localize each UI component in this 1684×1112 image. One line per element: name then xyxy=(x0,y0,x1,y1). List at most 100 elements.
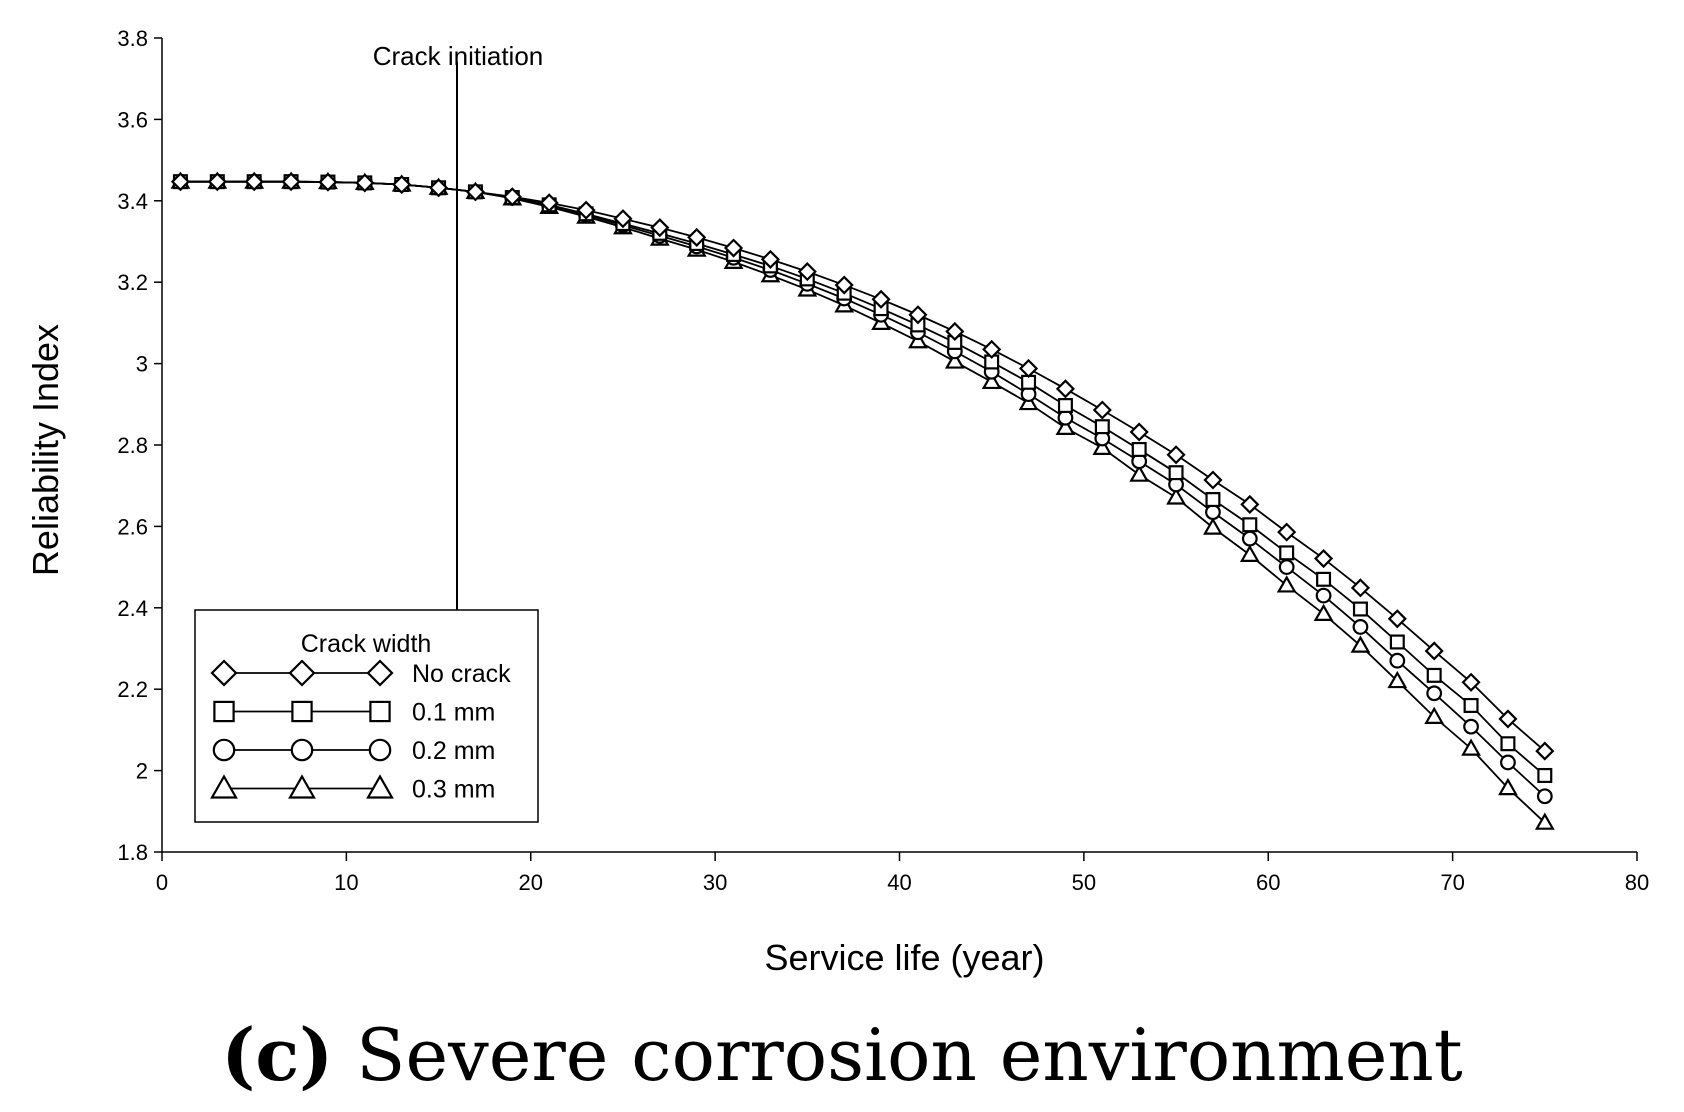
data-point xyxy=(1424,641,1444,661)
y-tick-label: 2.6 xyxy=(117,514,148,539)
data-point xyxy=(1240,494,1260,514)
legend-marker xyxy=(210,659,238,687)
y-axis: 1.8 2 2.2 2.4 2.6 2.8 3 3.2 3.4 3.6 3.8 xyxy=(117,26,162,865)
chart: 1.8 2 2.2 2.4 2.6 2.8 3 3.2 3.4 3.6 3.8 0 10 20 30 40 5… xyxy=(25,26,1649,978)
crack-initiation-label: Crack initiation xyxy=(373,41,544,71)
data-point xyxy=(1498,777,1518,796)
series-no-crack xyxy=(170,172,1555,761)
legend-marker xyxy=(369,700,391,723)
caption-text: Severe corrosion environment xyxy=(356,1013,1463,1097)
data-point xyxy=(392,174,412,195)
legend-label: 0.2 mm xyxy=(412,737,495,765)
y-tick-label: 1.8 xyxy=(117,840,148,865)
x-tick-label: 0 xyxy=(156,870,168,895)
x-tick-label: 80 xyxy=(1625,870,1649,895)
data-point xyxy=(281,172,301,192)
data-point xyxy=(981,371,1002,390)
data-point xyxy=(1277,522,1297,542)
data-point xyxy=(1500,754,1516,771)
data-point xyxy=(207,172,227,192)
y-tick-label: 2.2 xyxy=(117,677,148,702)
data-point xyxy=(1426,685,1443,702)
data-point xyxy=(945,321,965,342)
x-tick-label: 40 xyxy=(887,870,911,895)
data-point xyxy=(650,218,670,238)
data-point xyxy=(1205,504,1221,521)
legend-marker xyxy=(212,738,236,762)
data-point xyxy=(908,330,928,349)
data-point xyxy=(244,172,264,192)
data-point xyxy=(429,178,449,198)
y-tick-label: 2 xyxy=(136,759,148,784)
legend-items: No crack 0.1 mm 0.2 mm 0.3 mm xyxy=(210,659,511,804)
caption-letter: (c) xyxy=(221,1012,334,1097)
data-point xyxy=(760,249,780,269)
legend-marker xyxy=(366,774,394,799)
data-point xyxy=(1426,667,1442,683)
legend-label: 0.3 mm xyxy=(412,776,495,804)
data-point xyxy=(1168,465,1184,481)
data-point xyxy=(1057,398,1073,414)
data-point xyxy=(1316,571,1332,587)
data-point xyxy=(797,262,817,282)
data-point xyxy=(613,209,633,229)
data-point xyxy=(1242,517,1258,533)
data-point xyxy=(502,187,522,207)
legend-marker xyxy=(288,774,316,799)
data-point xyxy=(1055,417,1076,436)
x-tick-label: 60 xyxy=(1256,870,1280,895)
data-point xyxy=(1203,470,1223,490)
data-point xyxy=(1463,697,1479,713)
data-point xyxy=(1387,670,1408,689)
legend-marker xyxy=(210,774,238,799)
legend-item: 0.2 mm xyxy=(212,737,495,765)
data-point xyxy=(170,172,190,192)
legend-marker xyxy=(368,738,392,762)
data-point xyxy=(1352,601,1368,617)
data-point xyxy=(1276,575,1297,593)
data-point xyxy=(1018,392,1039,411)
x-tick-label: 10 xyxy=(334,870,358,895)
y-tick-label: 2.8 xyxy=(117,433,148,458)
legend-label: 0.1 mm xyxy=(412,699,495,727)
x-axis-label: Service life (year) xyxy=(764,937,1044,978)
y-tick-label: 2.4 xyxy=(117,596,148,621)
legend-marker xyxy=(213,700,235,723)
data-point xyxy=(1314,548,1334,569)
data-point xyxy=(1500,736,1516,752)
data-point xyxy=(982,339,1002,359)
y-axis-label: Reliability Index xyxy=(25,324,66,576)
series-layer xyxy=(170,171,1555,830)
data-point xyxy=(539,193,559,213)
data-point xyxy=(687,227,707,247)
data-point xyxy=(1463,718,1479,735)
legend-item: 0.1 mm xyxy=(213,699,495,727)
data-point xyxy=(576,200,596,220)
data-point xyxy=(1129,422,1149,442)
data-point xyxy=(1278,559,1295,575)
data-point xyxy=(1279,545,1295,561)
annotation-group: Crack initiation xyxy=(373,41,544,610)
legend-marker xyxy=(291,700,313,723)
data-point xyxy=(1461,672,1481,692)
x-tick-label: 70 xyxy=(1440,870,1464,895)
data-point xyxy=(1094,419,1110,435)
data-point xyxy=(724,238,744,258)
data-point xyxy=(1203,517,1223,535)
y-tick-label: 3.4 xyxy=(117,189,148,214)
data-point xyxy=(465,182,485,202)
data-point xyxy=(355,173,375,193)
y-tick-label: 3.6 xyxy=(117,107,148,132)
data-point xyxy=(1055,379,1075,399)
data-point xyxy=(1166,445,1186,465)
data-point xyxy=(1350,635,1371,653)
data-point xyxy=(1461,738,1481,756)
data-point xyxy=(318,172,338,192)
y-tick-label: 3.8 xyxy=(117,26,148,51)
x-axis: 0 10 20 30 40 50 60 70 80 xyxy=(156,852,1649,895)
figure-caption: (c) Severe corrosion environment xyxy=(0,1000,1684,1110)
data-point xyxy=(1389,634,1405,650)
data-point xyxy=(1350,578,1370,598)
legend-marker xyxy=(366,659,394,687)
data-point xyxy=(1129,464,1150,482)
